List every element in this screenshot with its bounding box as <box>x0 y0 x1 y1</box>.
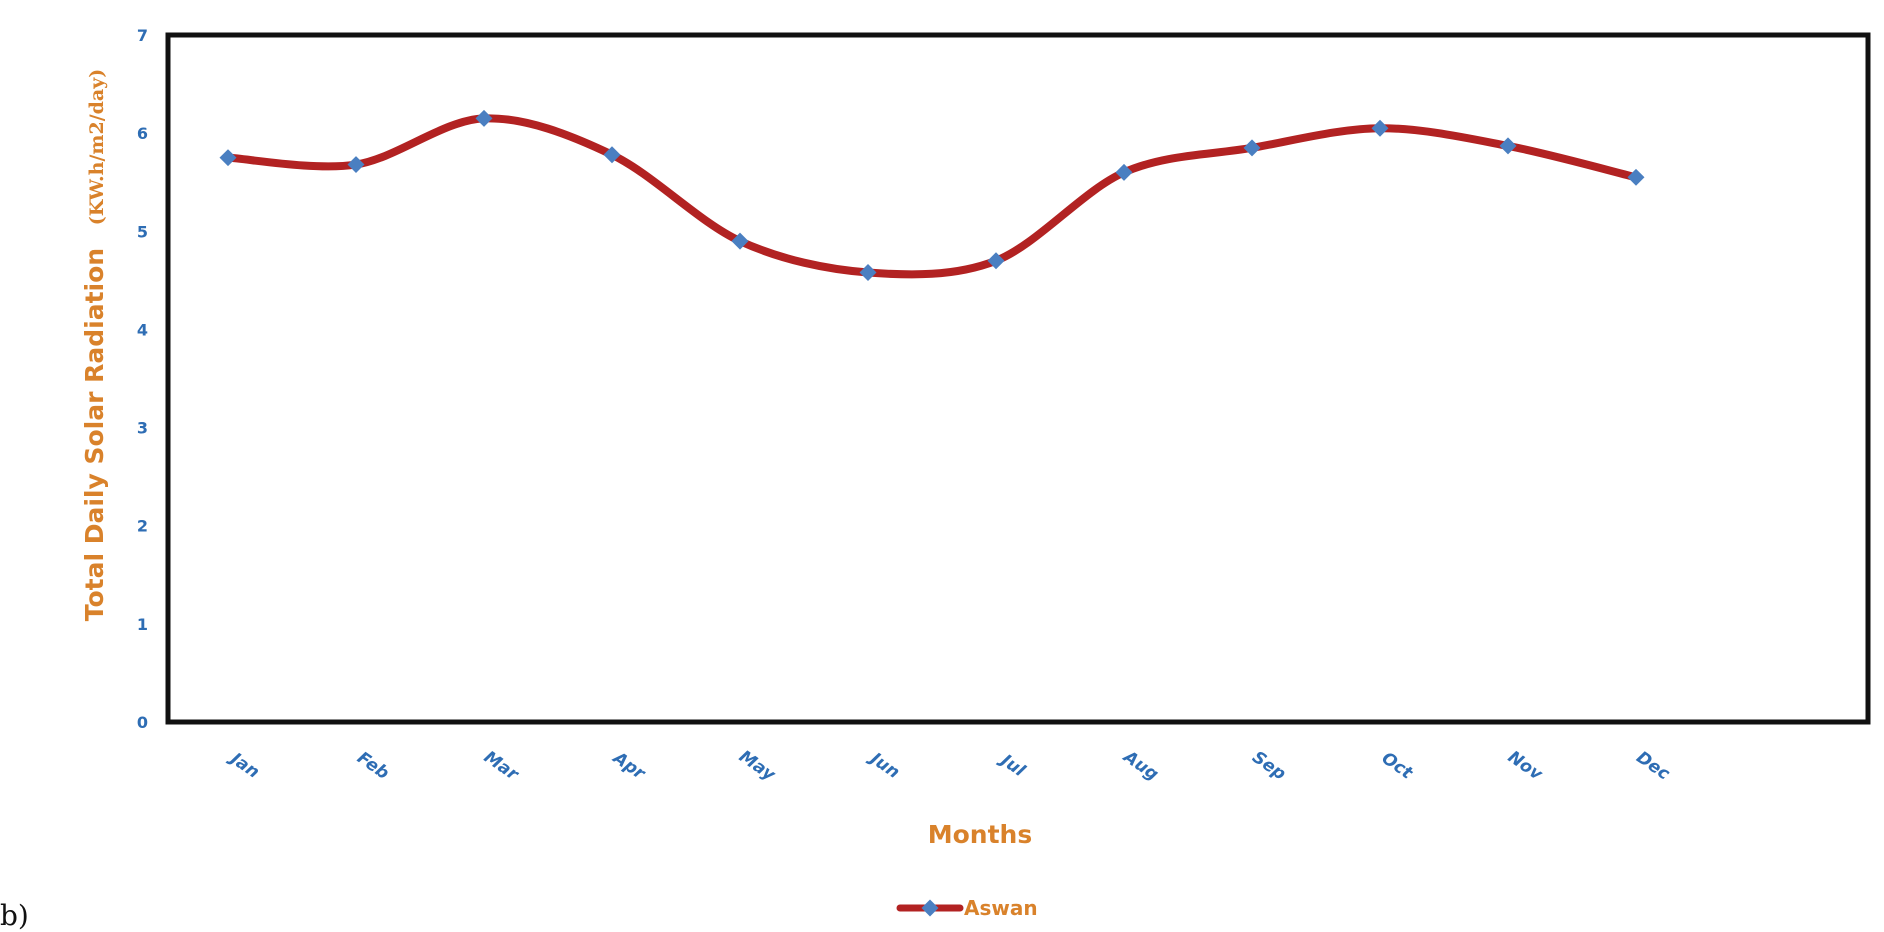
data-point-jul <box>987 252 1005 270</box>
y-tick-label: 7 <box>137 26 148 45</box>
y-tick-label: 1 <box>137 615 148 634</box>
data-point-sep <box>1243 139 1261 157</box>
y-tick-label: 0 <box>137 713 148 732</box>
y-axis-title-main: Total Daily Solar Radiation <box>80 248 109 621</box>
x-axis-title: Months <box>928 820 1032 849</box>
y-tick-label: 6 <box>137 124 148 143</box>
x-tick-label: Mar <box>480 747 523 785</box>
data-point-jun <box>859 264 877 281</box>
y-tick-label: 2 <box>137 517 148 536</box>
legend-label-aswan: Aswan <box>964 896 1038 920</box>
data-point-may <box>731 232 749 250</box>
data-point-oct <box>1371 119 1389 137</box>
y-axis-title: Total Daily Solar Radiation (KW.h/m2/day… <box>80 69 109 622</box>
x-tick-label: Feb <box>353 748 392 784</box>
x-tick-label: Jul <box>995 749 1030 782</box>
series-line-aswan <box>224 114 1640 279</box>
x-tick-label: Oct <box>1378 748 1417 784</box>
y-tick-label: 4 <box>137 320 148 339</box>
y-tick-label: 5 <box>137 222 148 241</box>
x-tick-label: Apr <box>608 747 650 785</box>
data-point-nov <box>1499 137 1517 155</box>
panel-label: b) <box>0 899 29 932</box>
legend-swatch-marker <box>921 899 939 917</box>
x-tick-label: Jun <box>864 747 903 783</box>
x-axis-ticks: Jan Feb Mar Apr May Jun Jul Aug Sep Oct Nov Dec <box>224 746 1673 786</box>
data-point-apr <box>603 146 621 164</box>
y-axis-ticks: 0 1 2 3 4 5 6 7 <box>137 26 148 732</box>
x-tick-label: May <box>735 747 779 786</box>
x-tick-label: Aug <box>1118 746 1162 785</box>
x-tick-label: Nov <box>1504 747 1547 785</box>
y-tick-label: 3 <box>137 419 148 438</box>
plot-frame <box>165 32 1871 725</box>
x-tick-label: Dec <box>1633 747 1674 784</box>
data-point-jan <box>219 149 237 167</box>
data-point-dec <box>1627 168 1645 186</box>
data-point-mar <box>475 109 493 127</box>
y-axis-title-unit: (KW.h/m2/day) <box>86 69 108 225</box>
data-point-feb <box>347 156 365 174</box>
x-tick-label: Sep <box>1248 747 1289 784</box>
legend: Aswan <box>896 896 1038 920</box>
x-tick-label: Jan <box>224 747 262 782</box>
